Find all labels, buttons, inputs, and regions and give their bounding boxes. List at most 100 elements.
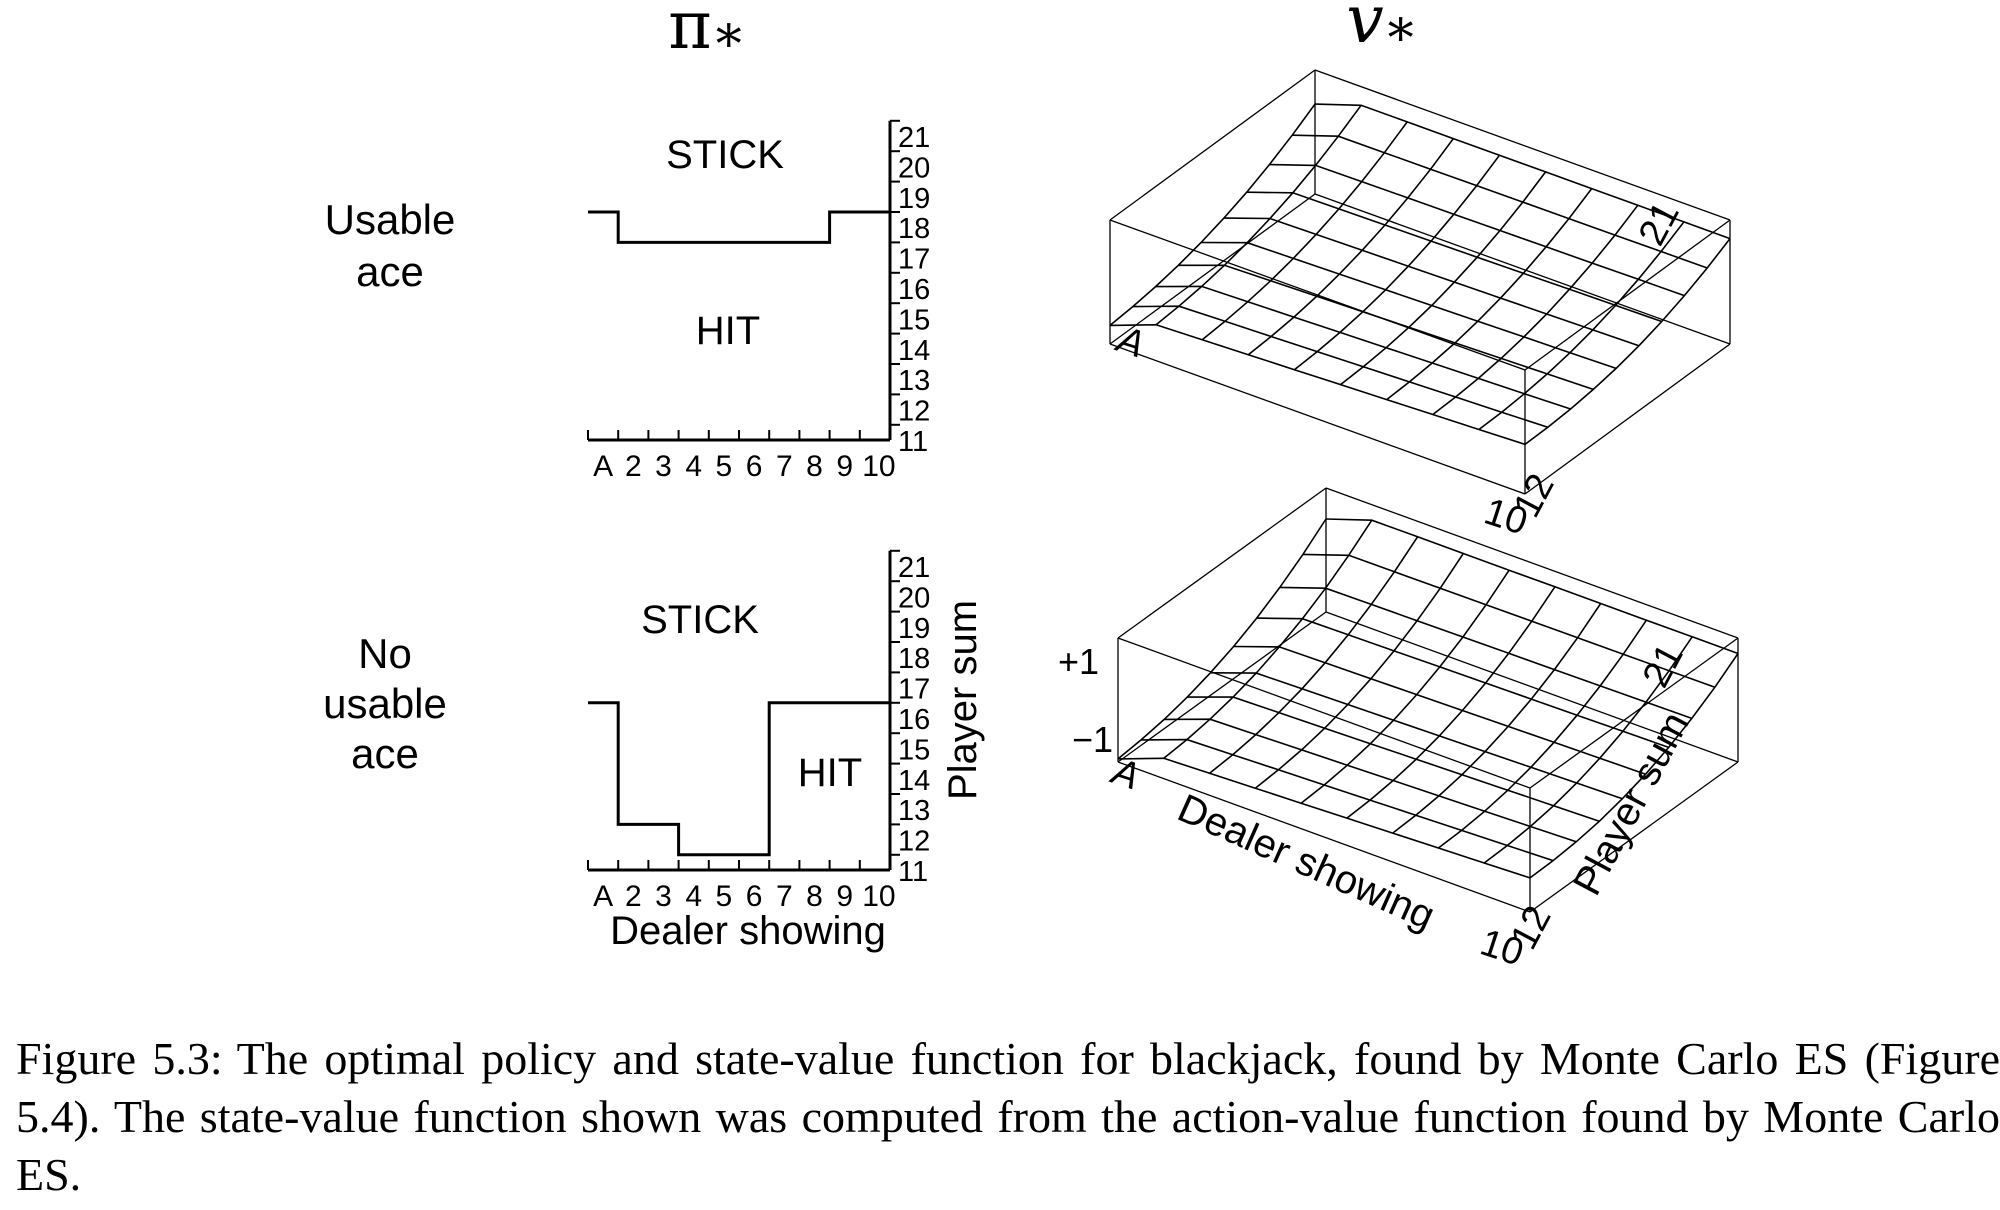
box-edge	[1117, 637, 1531, 789]
y-tick-label: 14	[898, 335, 930, 367]
box-edge	[1325, 487, 1739, 639]
row-label-no-usable-line2: usable	[323, 680, 447, 727]
mesh-line	[1432, 204, 1639, 416]
y-axis-label: Player sum	[941, 600, 985, 800]
y-tick-label: 15	[898, 734, 930, 766]
box-edge	[1314, 69, 1731, 221]
mesh-line	[1223, 217, 1640, 347]
y-tick-label: 11	[898, 426, 928, 458]
mesh-line	[1247, 138, 1454, 356]
mesh-line	[1437, 619, 1648, 849]
mesh-line	[1293, 154, 1501, 371]
y-tick-label: 19	[898, 613, 930, 645]
mesh-line	[1524, 238, 1731, 446]
row-label-usable-ace: Usable ace	[325, 196, 456, 295]
box-edge	[1529, 761, 1739, 913]
value-heading-sub: *	[1388, 9, 1414, 69]
box-edge	[1117, 611, 1327, 763]
mesh-line	[1201, 241, 1617, 370]
x-axis: A 2 3 4 5 6 7 8 9 10	[587, 430, 896, 483]
box-edge	[1524, 219, 1731, 371]
x-tick-label: 9	[836, 450, 853, 483]
mesh-line	[1109, 103, 1316, 327]
x-tick-label: 6	[746, 880, 763, 913]
surface-mesh	[1109, 103, 1731, 446]
mesh-line	[1346, 586, 1556, 819]
box-edge	[1109, 69, 1316, 221]
y-tick-label: 20	[898, 152, 930, 184]
mesh-line	[1246, 191, 1662, 323]
x-tick-label: 5	[716, 880, 733, 913]
x-tick-label: 8	[806, 450, 823, 483]
mesh-line	[1314, 103, 1731, 240]
row-label-usable-line1: Usable	[325, 196, 456, 243]
y-tick-label: 20	[898, 582, 930, 614]
mesh-line	[1529, 653, 1739, 879]
corner-label-21: 21	[1635, 637, 1692, 694]
mesh-line	[1386, 188, 1593, 401]
policy-boundary	[588, 210, 890, 244]
box-edge	[1109, 193, 1316, 345]
y-tick-label: 21	[898, 122, 930, 154]
y-tick-label: 19	[898, 183, 930, 215]
box-edge	[1109, 343, 1526, 495]
mesh-line	[1201, 121, 1408, 341]
mesh-line	[1141, 738, 1554, 862]
x-tick-label: A	[593, 450, 613, 483]
mesh-line	[1269, 163, 1685, 297]
mesh-line	[1325, 518, 1739, 655]
x-tick-label: 8	[806, 880, 823, 913]
box-edge	[1325, 611, 1739, 763]
y-tick-label: 14	[898, 765, 930, 797]
box-edge	[1529, 637, 1739, 789]
mesh-line	[1483, 636, 1693, 864]
mesh-line	[1132, 305, 1549, 429]
value-heading: v*	[1346, 0, 1413, 69]
mesh-line	[1302, 553, 1716, 688]
mesh-line	[1256, 617, 1669, 749]
y-tick-label: 12	[898, 396, 930, 428]
x-tick-label: 6	[746, 450, 763, 483]
row-label-usable-line2: ace	[356, 248, 424, 295]
stick-region-label: STICK	[641, 598, 759, 642]
box-edge	[1524, 343, 1731, 495]
y-tick-label: 21	[898, 552, 930, 584]
y-tick-label: 17	[898, 244, 930, 276]
caption-text: The optimal policy and state-value funct…	[16, 1033, 2000, 1200]
mesh-line	[1210, 672, 1623, 800]
x-tick-label: 4	[685, 880, 702, 913]
y-tick-label: 15	[898, 304, 930, 336]
value-surface-no-usable-ace: +1 −1 A Dealer showing 10 12 Player sum …	[1058, 487, 1739, 975]
x-tick-label: 7	[776, 880, 793, 913]
mesh-line	[1340, 171, 1547, 386]
z-label-plus-one: +1	[1058, 641, 1099, 682]
x-tick-label: 3	[655, 450, 672, 483]
dealer-axis-label: Dealer showing	[1171, 786, 1441, 938]
y-tick-label: 18	[898, 213, 930, 245]
mesh-line	[1178, 264, 1594, 391]
box-edge	[1117, 761, 1531, 913]
row-label-no-usable-line3: ace	[351, 730, 419, 777]
box-edge	[1314, 193, 1731, 345]
x-tick-label: 4	[685, 450, 702, 483]
row-label-no-usable-ace: No usable ace	[323, 630, 447, 777]
y-tick-label: 16	[898, 704, 930, 736]
x-tick-label: 10	[862, 450, 895, 483]
mesh-line	[1117, 518, 1327, 760]
policy-heading: π*	[668, 0, 741, 75]
mesh-line	[1109, 323, 1526, 446]
policy-boundary	[588, 701, 890, 857]
surface-box	[1117, 487, 1739, 913]
mesh-line	[1300, 569, 1510, 804]
mesh-line	[1279, 586, 1693, 720]
x-tick-label: A	[593, 880, 613, 913]
y-tick-label: 18	[898, 643, 930, 675]
mesh-line	[1164, 718, 1577, 843]
mesh-line	[1254, 553, 1464, 789]
mesh-line	[1163, 519, 1373, 759]
hit-region-label: HIT	[696, 309, 760, 353]
